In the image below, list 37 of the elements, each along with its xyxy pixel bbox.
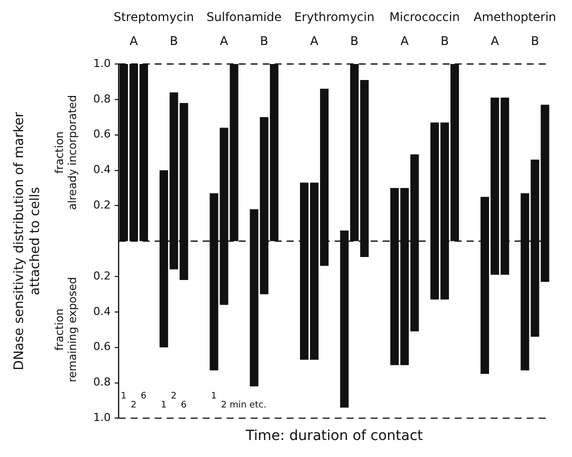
text: B: [170, 34, 178, 48]
annotation: 1: [210, 392, 217, 402]
annotation: 2: [170, 392, 177, 402]
text: B: [530, 34, 540, 48]
y-tick-label: 1.0: [93, 56, 111, 70]
text: Sulfonamide: [206, 10, 282, 24]
y-tick-label: 1.0: [93, 411, 111, 424]
annotation: 2: [130, 400, 136, 411]
y-tick-label: 0.6: [93, 340, 111, 354]
y-tick-label: 0.4: [93, 304, 111, 318]
text: Amethopterin: [474, 10, 556, 24]
text: fraction already incorporated: [53, 95, 80, 210]
text: Erythromycin: [294, 10, 374, 24]
text: A: [310, 34, 320, 48]
annotation: 2 min etc.: [221, 400, 266, 411]
annotation: 6: [180, 400, 187, 411]
text: B: [440, 34, 449, 48]
x-axis-title: Time: duration of contact: [244, 428, 424, 444]
text: A: [130, 34, 139, 48]
annotation: 1: [160, 400, 167, 411]
y-tick-label: 0.8: [93, 92, 111, 106]
text: A: [490, 34, 500, 48]
annotation: 1: [120, 392, 126, 402]
y-tick-label: 0.2: [93, 198, 111, 212]
text: B: [260, 34, 268, 48]
text: Streptomycin: [114, 10, 194, 24]
text: Micrococcin: [389, 10, 460, 24]
text: fraction remaining exposed: [53, 276, 80, 382]
y-tick-label: 0.4: [93, 163, 111, 176]
text: A: [400, 34, 410, 48]
annotation: 6: [140, 392, 147, 402]
y-tick-label: 0.8: [93, 376, 111, 389]
y-tick-label: 0.6: [93, 128, 111, 141]
y-tick-label: 0.2: [93, 269, 111, 282]
text: A: [220, 34, 229, 48]
text: B: [350, 34, 359, 48]
y-axis-title: DNase sensitivity distribution of marker attached to cells: [12, 111, 43, 370]
